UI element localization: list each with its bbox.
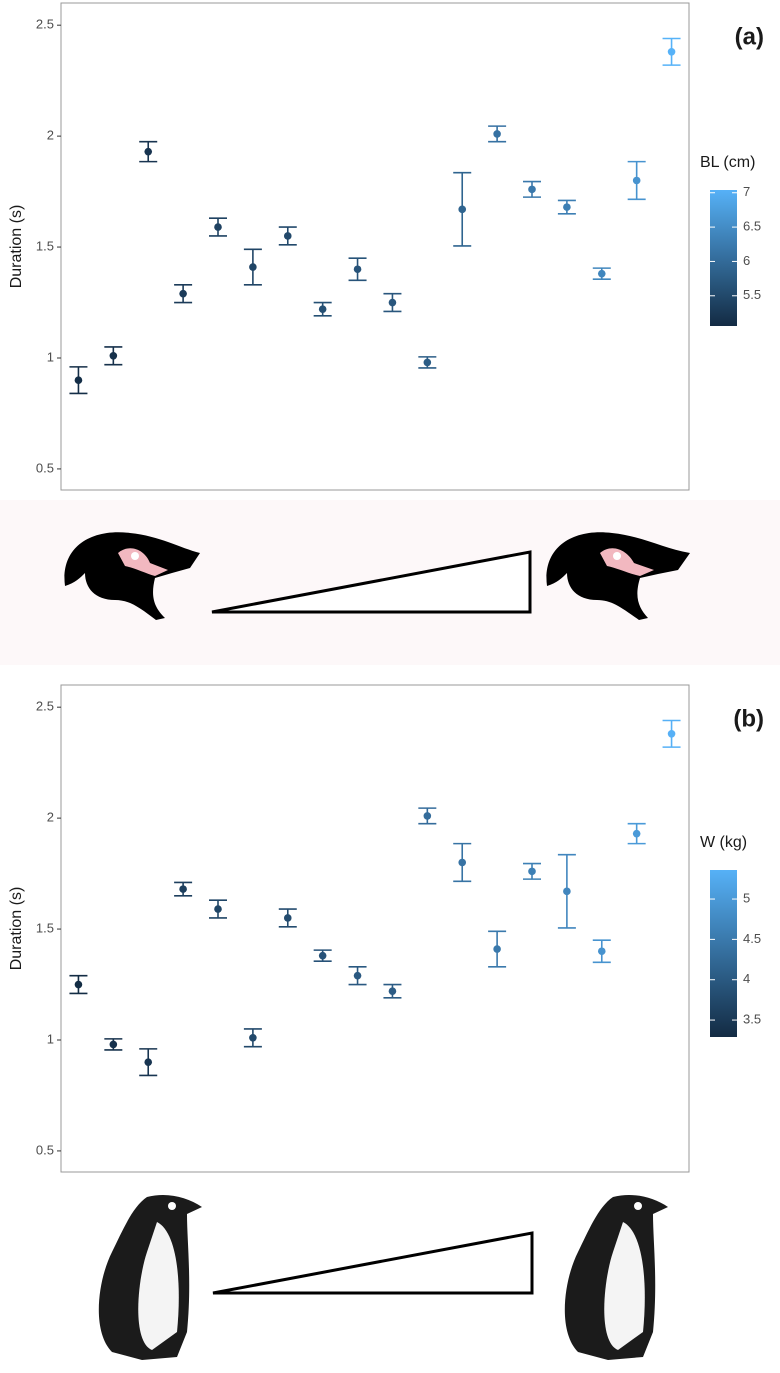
colorbar-tick-label: 5 xyxy=(743,890,750,905)
point xyxy=(109,1040,118,1049)
colorbar xyxy=(710,190,737,326)
colorbar-title: BL (cm) xyxy=(700,154,755,171)
colorbar-tick-label: 7 xyxy=(743,184,750,199)
point xyxy=(214,223,222,231)
point xyxy=(179,885,187,893)
y-axis-title: Duration (s) xyxy=(8,887,25,971)
point xyxy=(353,971,362,980)
point xyxy=(667,48,676,56)
colorbar-tick-label: 6.5 xyxy=(743,219,761,234)
colorbar-tick-label: 3.5 xyxy=(743,1011,761,1026)
point xyxy=(493,130,501,138)
point xyxy=(74,980,83,989)
y-tick-label: 2.5 xyxy=(36,699,54,714)
penguin-large xyxy=(564,1195,668,1360)
point xyxy=(597,947,606,956)
plot-panel xyxy=(60,2,690,491)
point xyxy=(423,358,432,367)
point xyxy=(144,147,153,156)
size-wedge xyxy=(211,550,532,614)
point xyxy=(423,812,432,820)
y-tick-label: 1 xyxy=(47,1031,54,1046)
colorbar-tick-label: 4 xyxy=(743,971,750,986)
panel-label: (b) xyxy=(733,705,764,732)
point xyxy=(563,203,571,211)
panel-label: (a) xyxy=(735,23,764,50)
head-large xyxy=(546,532,690,620)
point xyxy=(458,205,467,214)
y-tick-label: 0.5 xyxy=(36,460,54,475)
point xyxy=(249,263,257,271)
point xyxy=(493,945,501,953)
point xyxy=(528,185,536,194)
y-tick-label: 2.5 xyxy=(36,17,54,32)
point xyxy=(667,730,676,738)
point xyxy=(563,887,571,896)
colorbar xyxy=(710,870,737,1037)
point xyxy=(74,376,83,384)
point xyxy=(632,176,641,185)
point xyxy=(388,987,397,995)
colorbar-tick-label: 5.5 xyxy=(743,287,761,302)
point xyxy=(597,269,606,278)
point xyxy=(458,858,467,867)
point xyxy=(318,305,327,313)
y-tick-label: 1.5 xyxy=(36,238,54,253)
y-tick-label: 1 xyxy=(47,349,54,364)
point xyxy=(528,867,536,876)
penguin-small xyxy=(98,1195,202,1360)
point xyxy=(214,905,222,913)
colorbar-tick-label: 4.5 xyxy=(743,931,761,946)
y-tick-label: 2 xyxy=(47,128,54,143)
colorbar-tick-label: 6 xyxy=(743,253,750,268)
point xyxy=(353,265,362,274)
colorbar-title: W (kg) xyxy=(700,834,747,851)
head-small xyxy=(64,532,200,620)
point xyxy=(109,351,118,360)
y-tick-label: 0.5 xyxy=(36,1142,54,1157)
plot-panel xyxy=(60,684,690,1173)
point xyxy=(144,1058,153,1066)
y-tick-label: 1.5 xyxy=(36,920,54,935)
point xyxy=(388,298,397,307)
y-tick-label: 2 xyxy=(47,810,54,825)
point xyxy=(283,232,292,240)
point xyxy=(318,951,327,960)
point xyxy=(632,829,641,838)
point xyxy=(179,289,187,298)
point xyxy=(249,1033,257,1042)
y-axis-title: Duration (s) xyxy=(8,205,25,289)
size-wedge xyxy=(212,1231,534,1295)
point xyxy=(283,914,292,922)
